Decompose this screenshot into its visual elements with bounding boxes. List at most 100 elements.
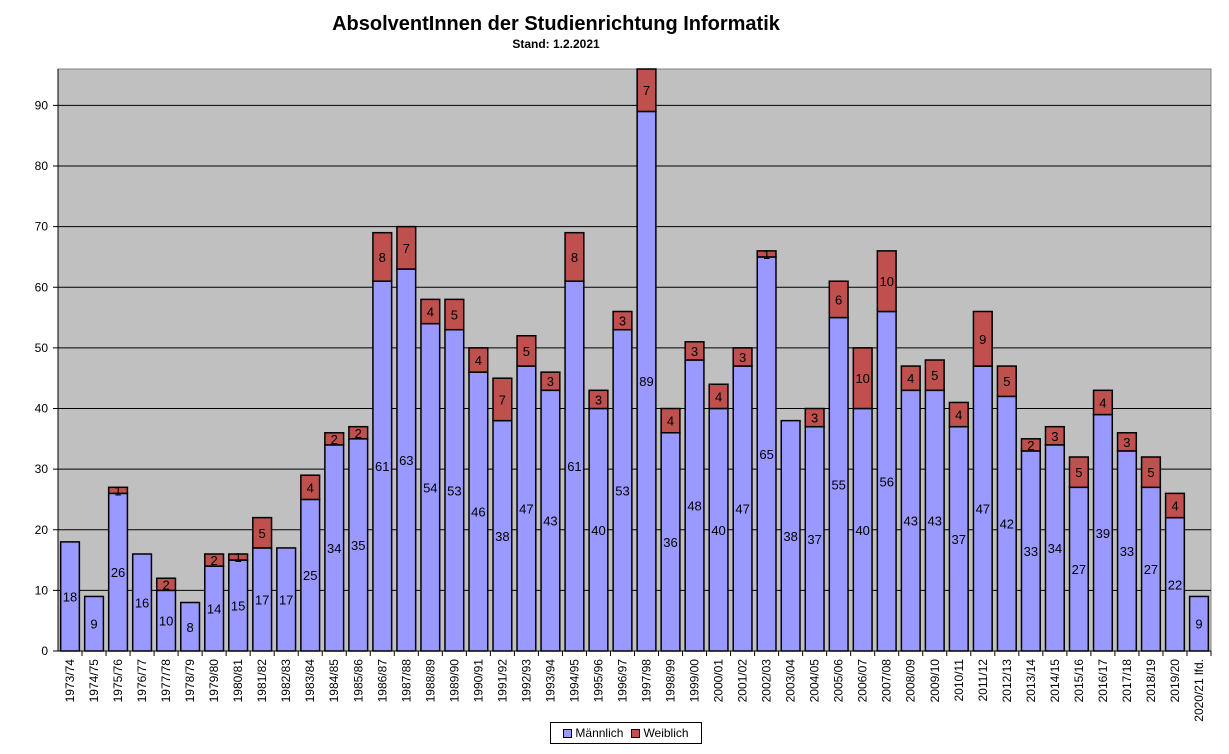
data-label-maennlich: 38 (495, 529, 509, 544)
bar-weiblich (612, 310, 633, 331)
legend-swatch-maennlich (563, 728, 573, 738)
x-tick-label: 1995/96 (591, 659, 605, 703)
data-label-maennlich: 27 (1072, 562, 1086, 577)
y-tick-label: 40 (35, 402, 49, 416)
x-tick-label: 2007/08 (880, 659, 894, 703)
x-tick-label: 1985/86 (351, 659, 365, 703)
x-tick-label: 1986/87 (375, 659, 389, 703)
x-tick-label: 1973/74 (63, 659, 77, 703)
data-label-maennlich: 37 (952, 532, 966, 547)
data-label-maennlich: 42 (1000, 517, 1014, 532)
legend-item-maennlich: Männlich (563, 726, 623, 740)
data-label-weiblich: 10 (855, 371, 869, 386)
data-label-maennlich: 43 (904, 514, 918, 529)
bar-weiblich (372, 231, 393, 282)
x-tick-label: 2019/20 (1168, 659, 1182, 703)
x-tick-label: 1989/90 (447, 659, 461, 703)
data-label-maennlich: 33 (1024, 544, 1038, 559)
data-label-maennlich: 34 (327, 541, 341, 556)
data-label-weiblich: 7 (403, 241, 410, 256)
data-label-weiblich: 4 (1171, 499, 1178, 514)
data-label-maennlich: 17 (255, 592, 269, 607)
legend-swatch-weiblich (631, 728, 641, 738)
data-label-weiblich: 5 (1147, 465, 1154, 480)
data-label-maennlich: 9 (90, 617, 97, 632)
x-tick-label: 2017/18 (1120, 659, 1134, 703)
data-label-maennlich: 47 (519, 502, 533, 517)
data-label-weiblich: 5 (451, 308, 458, 323)
bar-weiblich (420, 298, 441, 325)
data-label-weiblich: 1 (763, 247, 770, 262)
data-label-weiblich: 3 (547, 374, 554, 389)
data-label-maennlich: 22 (1168, 577, 1182, 592)
bar-weiblich (492, 377, 513, 422)
data-label-weiblich: 3 (811, 411, 818, 426)
data-label-weiblich: 2 (331, 432, 338, 447)
chart-subtitle: Stand: 1.2.2021 (512, 37, 600, 51)
data-label-maennlich: 33 (1120, 544, 1134, 559)
data-label-maennlich: 36 (663, 535, 677, 550)
bar-weiblich (1044, 425, 1065, 446)
data-label-weiblich: 3 (619, 314, 626, 329)
y-tick-label: 50 (35, 341, 49, 355)
data-label-weiblich: 4 (427, 305, 434, 320)
bar-weiblich (708, 383, 729, 410)
data-label-maennlich: 35 (351, 538, 365, 553)
bar-maennlich (276, 547, 297, 652)
x-tick-label: 1987/88 (399, 659, 413, 703)
bar-maennlich (131, 553, 153, 652)
x-tick-label: 1990/91 (471, 659, 485, 703)
x-tick-label: 2016/17 (1096, 659, 1110, 703)
bar-weiblich (228, 553, 249, 561)
bar-maennlich (780, 419, 801, 652)
data-label-maennlich: 53 (615, 483, 629, 498)
x-tick-label: 2006/07 (856, 659, 870, 703)
bar-weiblich (1020, 438, 1041, 452)
bar-weiblich (252, 516, 273, 549)
data-label-maennlich: 43 (543, 514, 557, 529)
data-label-weiblich: 3 (1051, 429, 1058, 444)
x-tick-label: 1979/80 (207, 659, 221, 703)
data-label-weiblich: 4 (907, 371, 914, 386)
data-label-weiblich: 10 (879, 274, 893, 289)
chart-title: AbsolventInnen der Studienrichtung Infor… (332, 13, 780, 35)
data-label-maennlich: 34 (1048, 541, 1062, 556)
data-label-maennlich: 8 (186, 620, 193, 635)
data-label-weiblich: 5 (1075, 465, 1082, 480)
data-label-maennlich: 37 (807, 532, 821, 547)
y-tick-label: 60 (35, 280, 49, 294)
data-label-weiblich: 4 (955, 408, 962, 423)
data-label-maennlich: 14 (207, 602, 221, 617)
y-tick-label: 90 (35, 98, 49, 112)
bar-weiblich (948, 401, 969, 428)
x-tick-label: 1975/76 (111, 659, 125, 703)
data-label-maennlich: 18 (63, 589, 77, 604)
bar-weiblich (348, 425, 369, 440)
x-tick-label: 1994/95 (567, 659, 581, 703)
data-label-maennlich: 47 (976, 502, 990, 517)
data-label-maennlich: 26 (111, 565, 125, 580)
legend-item-weiblich: Weiblich (631, 726, 689, 740)
data-label-maennlich: 43 (928, 514, 942, 529)
x-tick-label: 1980/81 (231, 659, 245, 703)
data-label-maennlich: 40 (711, 523, 725, 538)
data-label-weiblich: 6 (835, 292, 842, 307)
bar-weiblich (1140, 456, 1162, 489)
data-label-weiblich: 3 (739, 350, 746, 365)
y-tick-label: 10 (35, 583, 49, 597)
bar-weiblich (468, 347, 489, 373)
bar-weiblich (732, 347, 753, 367)
x-tick-label: 2015/16 (1072, 659, 1086, 703)
x-tick-label: 2012/13 (1000, 659, 1014, 703)
data-label-weiblich: 7 (499, 392, 506, 407)
bar-weiblich (516, 335, 537, 367)
data-label-maennlich: 40 (855, 523, 869, 538)
bar-weiblich (204, 553, 225, 567)
data-label-maennlich: 27 (1144, 562, 1158, 577)
bar-weiblich (444, 298, 465, 331)
bar-weiblich (300, 474, 321, 501)
data-label-maennlich: 25 (303, 568, 317, 583)
x-tick-label: 2003/04 (784, 659, 798, 703)
bar-weiblich (828, 280, 849, 319)
data-label-weiblich: 1 (114, 483, 121, 498)
